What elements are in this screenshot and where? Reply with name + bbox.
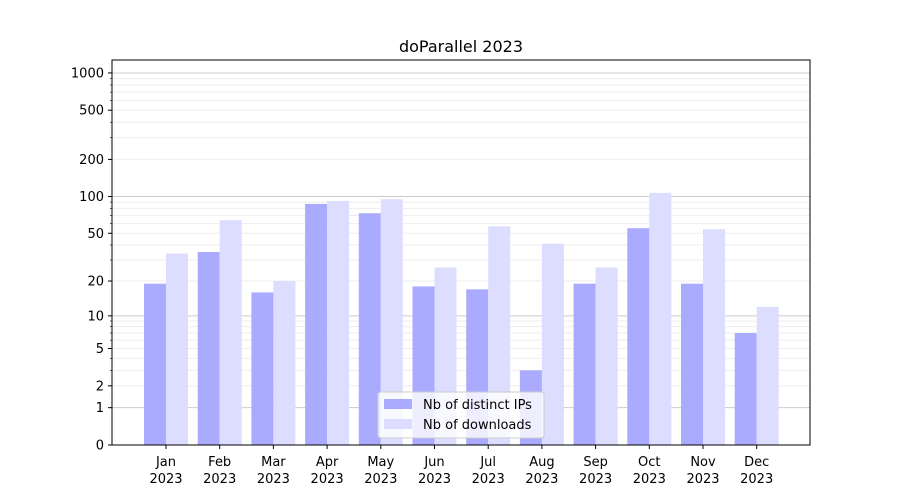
bar-distinct-ips [197,252,220,445]
legend-box [377,391,545,439]
x-tick-label: Sep 2023 [579,455,612,487]
bar-downloads [166,253,188,445]
bar-distinct-ips [358,213,381,445]
bar-downloads [541,243,564,445]
x-tick-label: Jun 2023 [418,455,451,487]
bar-distinct-ips [251,292,274,445]
x-tick-label-line: 2023 [364,472,397,487]
legend-swatch [384,419,412,429]
x-tick-label: Feb 2023 [203,455,236,487]
x-tick-label-line: Sep [583,455,608,470]
bar-downloads [273,281,296,445]
x-tick-label-line: 2023 [311,472,344,487]
plot-frame [111,59,811,446]
bar-distinct-ips [144,283,166,445]
x-tick-label: Dec 2023 [740,455,773,487]
x-tick-label-line: 2023 [418,472,451,487]
bar-downloads [327,200,350,445]
x-tick-label: Jul 2023 [472,455,505,487]
bar-downloads [703,229,725,445]
x-tick-label-line: Aug [529,455,554,470]
y-tick-label: 10 [87,309,104,324]
x-tick-label-line: 2023 [579,472,612,487]
y-tick-label: 5 [96,342,104,357]
legend: Nb of distinct IPs Nb of downloads [377,391,545,439]
bar-downloads [756,306,779,445]
x-tick-label-line: 2023 [472,472,505,487]
x-tick-label-line: Feb [208,455,231,470]
bar-distinct-ips [734,333,757,445]
x-tick-label: Jan 2023 [149,455,182,487]
bar-distinct-ips [305,203,328,445]
x-tick-label-line: Dec [744,455,769,470]
bar-downloads [488,226,511,445]
x-tick-label: Nov 2023 [686,455,719,487]
x-tick-label-line: Apr [316,455,339,470]
x-tick-label-line: 2023 [686,472,719,487]
y-tick-label: 100 [79,190,104,205]
x-tick-label-line: Mar [261,455,286,470]
x-tick-label-line: 2023 [257,472,290,487]
bar-downloads [219,220,242,445]
legend-swatch [384,399,412,409]
y-tick-label: 1000 [71,66,104,81]
y-tick-label: 2 [96,379,104,394]
x-tick-label-line: 2023 [203,472,236,487]
x-tick-label-line: May [367,455,394,470]
x-tick-label-line: 2023 [149,472,182,487]
bar-downloads [380,199,403,445]
bar-distinct-ips [573,283,596,445]
x-tick-label-line: Jul [479,455,496,470]
y-tick-label: 50 [87,227,104,242]
x-tick-label-line: Jun [423,455,444,470]
bar-downloads [595,267,618,445]
x-tick-label: Oct 2023 [633,455,666,487]
y-tick-label: 20 [87,275,104,290]
x-tick-label-line: 2023 [633,472,666,487]
y-tick-label: 0 [96,439,104,454]
y-tick-label: 200 [79,153,104,168]
x-tick-label-line: Jan [155,455,176,470]
chart-title: doParallel 2023 [399,37,523,56]
x-tick-label: Apr 2023 [311,455,344,487]
x-tick-label-line: 2023 [525,472,558,487]
bar-downloads [649,192,672,445]
bar-distinct-ips [627,228,650,445]
x-tick-label: May 2023 [364,455,397,487]
x-tick-label: Aug 2023 [525,455,558,487]
legend-label: Nb of distinct IPs [423,398,532,413]
legend-label: Nb of downloads [423,418,532,433]
x-tick-label-line: Oct [638,455,660,470]
bar-distinct-ips [681,283,703,445]
x-tick-label-line: 2023 [740,472,773,487]
y-tick-label: 500 [79,104,104,119]
y-tick-label: 1 [96,401,104,416]
x-tick-label-line: Nov [690,455,716,470]
x-tick-label: Mar 2023 [257,455,290,487]
